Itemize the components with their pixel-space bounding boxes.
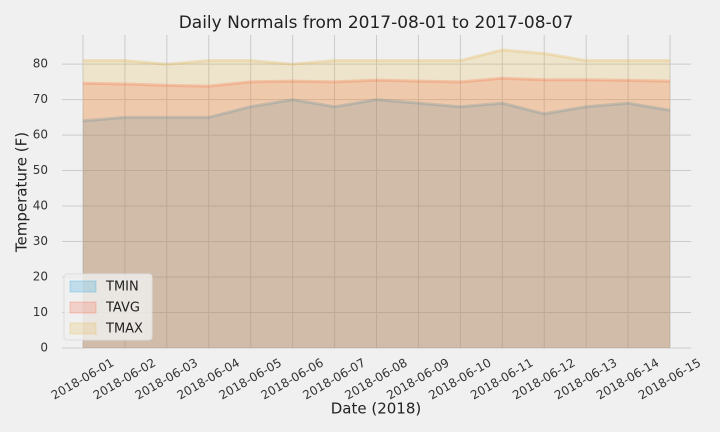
- legend-swatch: [69, 301, 97, 314]
- legend-label: TMAX: [105, 322, 143, 337]
- y-tick-label: 60: [33, 128, 48, 142]
- y-tick-label: 50: [33, 163, 48, 177]
- area: [82, 78, 671, 348]
- area: [82, 99, 671, 348]
- y-tick-label: 20: [33, 270, 48, 284]
- legend-swatch: [69, 280, 97, 293]
- y-axis-label: Temperature (F): [13, 132, 31, 253]
- legend-label: TAVG: [105, 301, 140, 316]
- y-tick-label: 0: [40, 341, 48, 355]
- legend-swatch: [69, 322, 97, 335]
- chart-title: Daily Normals from 2017-08-01 to 2017-08…: [179, 13, 574, 33]
- y-tick-label: 80: [33, 57, 48, 71]
- y-tick-label: 40: [33, 199, 48, 213]
- y-tick-label: 10: [33, 305, 48, 319]
- legend-box: [63, 273, 153, 341]
- legend-label: TMIN: [105, 280, 139, 295]
- line: [82, 98, 671, 123]
- line: [82, 76, 671, 88]
- y-tick-label: 30: [33, 234, 48, 248]
- line: [82, 48, 671, 66]
- area: [82, 49, 671, 349]
- x-axis-label: Date (2018): [331, 400, 422, 418]
- legend: TMIN TAVG TMAX: [63, 273, 153, 341]
- y-tick-label: 70: [33, 92, 48, 106]
